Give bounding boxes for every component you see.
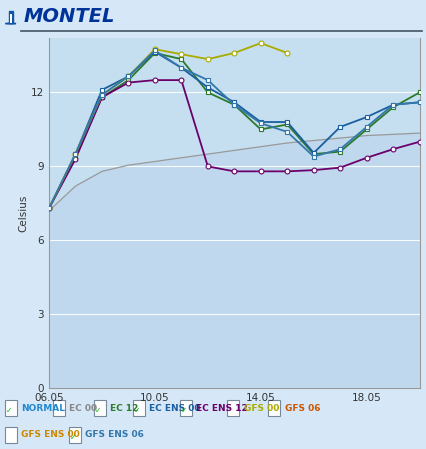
Text: GFS 00: GFS 00 [244, 404, 279, 413]
Text: NORMAL: NORMAL [21, 404, 65, 413]
Text: ✓: ✓ [95, 406, 102, 415]
Text: EC ENS 12: EC ENS 12 [196, 404, 248, 413]
Bar [268, 400, 280, 416]
Bar [69, 427, 81, 443]
Bar [53, 400, 65, 416]
Text: EC ENS 00: EC ENS 00 [149, 404, 201, 413]
Bar [10, 14, 12, 22]
Bar [5, 400, 17, 416]
Y-axis label: Celsius: Celsius [18, 194, 28, 232]
Bar [5, 427, 17, 443]
Circle shape [6, 23, 16, 24]
Text: EC 12: EC 12 [110, 404, 139, 413]
Bar [227, 400, 239, 416]
Text: ✓: ✓ [181, 406, 187, 415]
Text: GFS 06: GFS 06 [285, 404, 320, 413]
Text: ✓: ✓ [70, 433, 77, 442]
Text: ✓: ✓ [6, 406, 12, 415]
Text: GFS ENS 06: GFS ENS 06 [85, 431, 144, 440]
Text: EC 00: EC 00 [69, 404, 98, 413]
Text: MONTEL: MONTEL [23, 7, 115, 26]
Bar [9, 11, 13, 22]
Text: ✓: ✓ [134, 406, 140, 415]
Text: GFS ENS 00: GFS ENS 00 [21, 431, 80, 440]
Bar [180, 400, 192, 416]
Bar [94, 400, 106, 416]
Bar [133, 400, 145, 416]
